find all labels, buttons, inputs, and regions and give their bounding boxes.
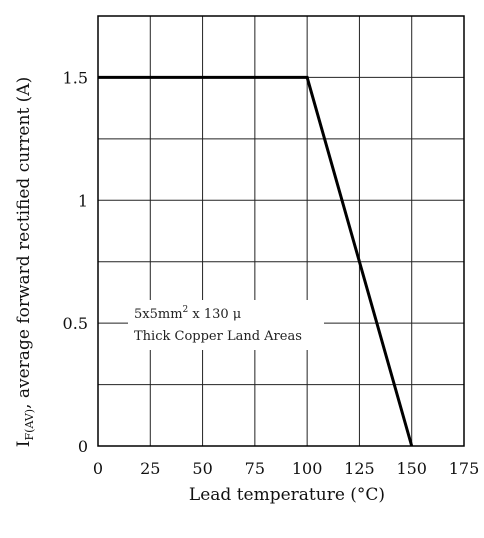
x-tick-label: 125 — [344, 459, 375, 478]
x-tick-labels: 0 25 50 75 100 125 150 175 — [93, 459, 479, 478]
x-tick-label: 50 — [192, 459, 212, 478]
x-tick-label: 150 — [396, 459, 427, 478]
x-tick-label: 0 — [93, 459, 103, 478]
grid — [97, 15, 465, 447]
y-axis-label-prefix: I — [14, 440, 34, 447]
x-axis-label: Lead temperature (°C) — [189, 485, 385, 505]
y-tick-label: 1 — [78, 191, 88, 210]
plot-area-border — [97, 15, 465, 447]
x-tick-label: 25 — [140, 459, 160, 478]
y-tick-label: 1.5 — [63, 68, 88, 87]
x-tick-label: 175 — [449, 459, 480, 478]
y-tick-label: 0.5 — [63, 314, 88, 333]
plot-frame — [97, 15, 465, 447]
y-axis-label-subscript: F(AV) — [23, 409, 36, 441]
series-layer — [98, 75, 414, 447]
annotation-line-1: 5x5mm2 x 130 μ — [134, 305, 241, 322]
y-axis-label-rest: , average forward rectified current (A) — [14, 77, 34, 409]
y-tick-labels: 0 0.5 1 1.5 — [63, 68, 88, 456]
derating-curve — [98, 75, 414, 447]
y-axis-label: IF(AV), average forward rectified curren… — [14, 77, 36, 447]
y-tick-label: 0 — [78, 437, 88, 456]
annotation-background — [128, 300, 324, 350]
x-tick-label: 100 — [292, 459, 323, 478]
annotation-line-1-rest: x 130 μ — [188, 307, 241, 322]
annotation-line-1-superscript: 2 — [183, 305, 189, 315]
annotation-line-2: Thick Copper Land Areas — [134, 329, 302, 344]
x-tick-label: 75 — [245, 459, 265, 478]
annotation-line-1-main: 5x5mm — [134, 307, 183, 322]
